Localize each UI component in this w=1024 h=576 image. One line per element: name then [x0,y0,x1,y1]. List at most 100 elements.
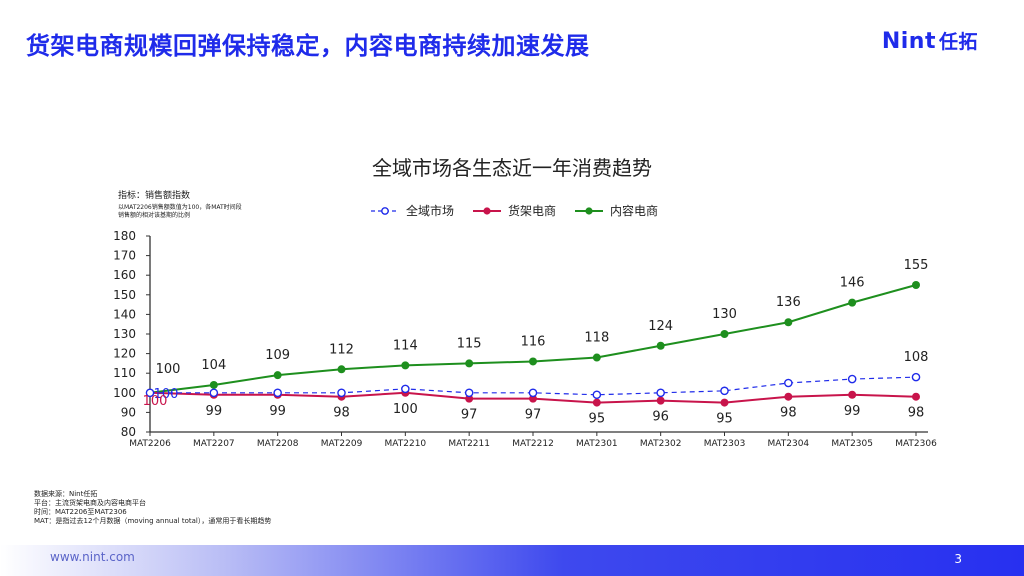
x-tick-label: MAT2210 [385,439,427,449]
line-chart: 80 90 100 110 120 130 140 150 160 170 180 MAT2206 MA… [113,229,937,449]
y-tick-label: 170 [113,249,136,263]
point-total [784,378,793,388]
point-content [465,359,474,368]
data-label: 116 [521,334,546,349]
point-total [401,384,410,394]
point-total [209,388,219,398]
point-shelf [912,392,920,401]
nint-logo: Nint 任拓 [882,27,978,54]
point-shelf [656,396,665,405]
point-shelf [592,398,601,407]
point-shelf [784,392,793,401]
point-content [720,330,729,338]
x-tick-label: MAT2301 [576,439,618,449]
point-total [337,388,346,398]
legend-item-shelf: 货架电商 [472,202,556,219]
y-tick-label: 80 [121,425,136,439]
y-tick-label: 100 [113,386,136,400]
x-tick-label: MAT2305 [831,439,873,449]
point-content [337,365,346,374]
data-label: 99 [844,404,861,419]
data-label: 100 [393,402,418,417]
note-platform: 平台：主流货架电商及内容电商平台 [34,499,146,507]
metric-label: 指标：销售额指数 [118,191,191,201]
point-content [209,380,218,389]
legend-label-total: 全域市场 [406,204,455,218]
note-time: 时间：MAT2206至MAT2306 [34,508,127,516]
y-tick-label: 110 [113,366,136,380]
point-total [656,388,665,398]
data-label: 98 [908,406,925,421]
data-label: 96 [652,410,669,425]
data-label: 98 [780,406,797,421]
y-tick-label: 180 [113,229,136,243]
data-label: 109 [265,348,290,363]
point-total [847,374,857,384]
y-tick-label: 160 [113,268,136,282]
point-total [273,388,282,398]
x-tick-label: MAT2212 [512,439,554,449]
data-label: 118 [584,331,609,346]
legend-marker-dashed-open-icon [371,206,399,215]
data-label: 124 [648,319,673,334]
data-label: 98 [333,406,350,421]
x-tick-label: MAT2207 [193,439,235,449]
point-shelf [720,398,729,407]
y-tick-label: 120 [113,347,136,361]
data-label: 97 [461,408,478,423]
point-total [528,388,538,398]
page-title: 货架电商规模回弹保持稳定，内容电商持续加速发展 [26,32,590,60]
data-label: 95 [589,412,606,427]
x-tick-label: MAT2208 [257,439,299,449]
x-tick-label: MAT2211 [448,439,490,449]
data-label: 97 [525,408,542,423]
point-content [401,361,410,370]
data-label: 114 [393,338,418,353]
point-shelf [848,390,857,399]
legend-item-total: 全域市场 [370,202,454,219]
point-content [656,341,665,350]
data-label: 100 [143,394,168,409]
legend-marker-red-icon [473,206,502,215]
point-content [592,353,601,362]
point-shelf [465,394,474,403]
legend-marker-green-icon [575,206,604,215]
data-label: 99 [269,404,286,419]
y-tick-label: 140 [113,307,136,321]
data-label: 115 [457,336,482,351]
y-tick-label: 130 [113,327,136,341]
point-total [464,388,474,398]
data-label: 100 [154,387,179,402]
data-label: 146 [840,276,865,291]
data-label: 155 [904,258,929,273]
chart-title: 全域市场各生态近一年消费趋势 [372,156,652,180]
logo-cn: 任拓 [938,31,978,53]
source-notes: 数据来源：Nint任拓 平台：主流货架电商及内容电商平台 时间：MAT2206至… [34,490,271,526]
y-tick-label: 90 [121,405,136,419]
data-label: 95 [716,412,733,427]
footer-bar: www.nint.com 3 [0,545,1024,576]
x-tick-label: MAT2306 [895,439,937,449]
chart-legend: 全域市场 货架电商 内容电商 [370,202,658,219]
data-label: 108 [904,350,929,365]
legend-item-content: 内容电商 [574,202,658,219]
data-label: 104 [201,358,226,373]
point-content [273,371,282,380]
y-tick-label: 150 [113,288,136,302]
note-mat: MAT：是指过去12个月数据（moving annual total），通常用于… [34,517,272,525]
data-label: 99 [206,404,223,419]
x-tick-label: MAT2302 [640,439,682,449]
footer-url[interactable]: www.nint.com [50,550,135,564]
x-tick-label: MAT2209 [321,439,363,449]
point-content [784,318,793,327]
legend-label-shelf: 货架电商 [508,204,557,218]
page-number: 3 [954,552,962,566]
point-shelf [529,394,537,403]
x-tick-label: MAT2206 [129,439,171,449]
logo-latin: Nint [881,29,936,54]
data-label: 112 [329,342,354,357]
point-total [145,388,155,398]
data-label: 130 [712,307,737,322]
data-label: 100 [156,362,181,377]
point-total [720,386,729,396]
